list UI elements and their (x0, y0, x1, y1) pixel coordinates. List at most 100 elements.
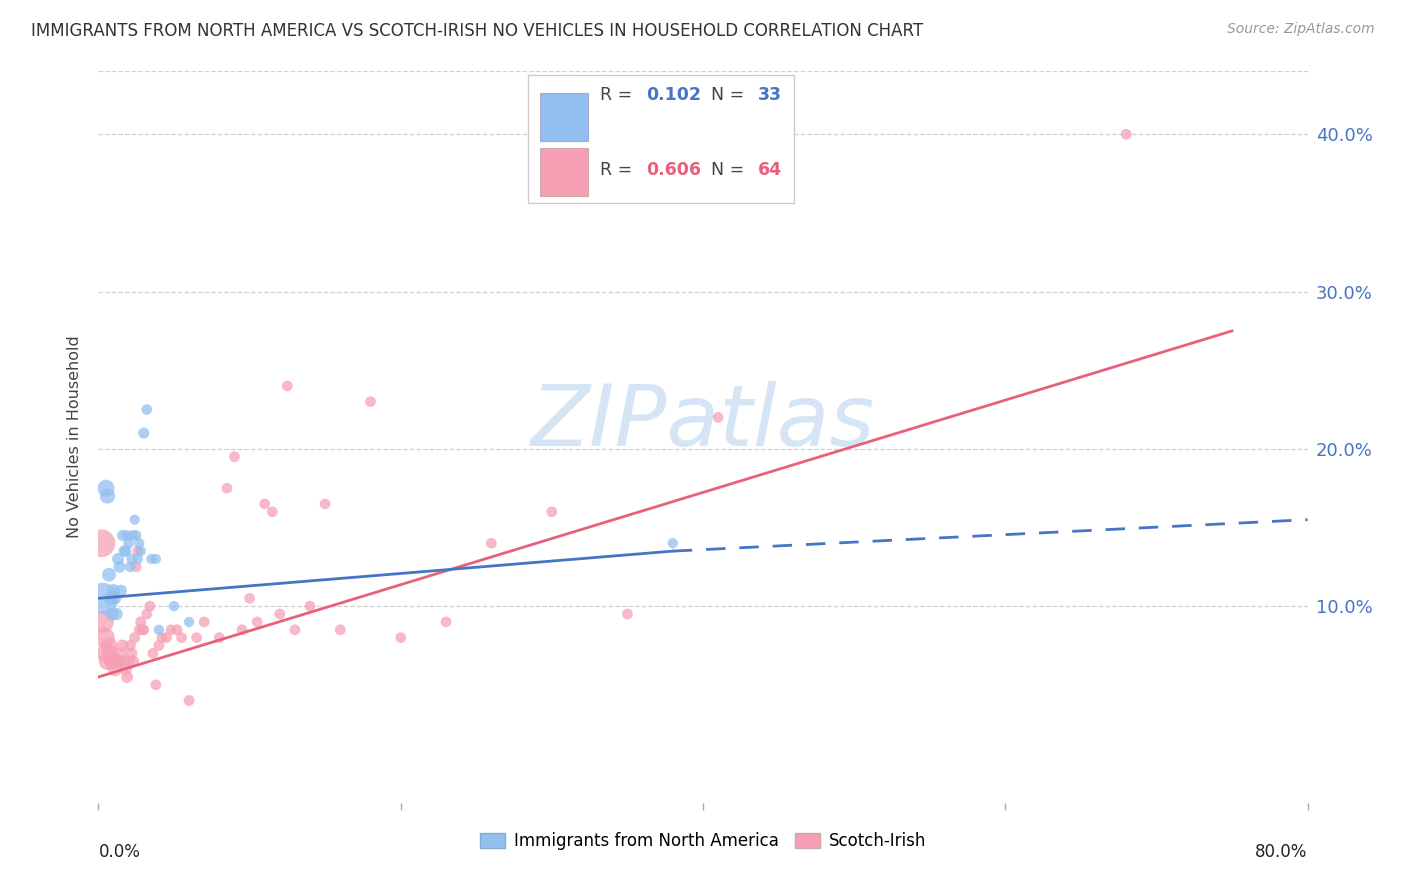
Text: 0.0%: 0.0% (98, 843, 141, 861)
Text: N =: N = (711, 161, 751, 179)
Point (231, 623, 253, 637)
Text: ZIPatlas: ZIPatlas (531, 381, 875, 464)
Point (141, 552, 163, 566)
Point (132, 426, 155, 441)
Point (111, 639, 134, 653)
Text: R =: R = (600, 161, 638, 179)
Point (118, 536, 141, 550)
Text: 80.0%: 80.0% (1256, 843, 1308, 861)
Point (93, 631, 115, 645)
Point (110, 646, 132, 660)
Point (269, 607, 291, 621)
Point (540, 505, 562, 519)
Point (94, 481, 117, 495)
Point (107, 654, 129, 668)
Point (166, 623, 188, 637)
Point (115, 528, 138, 542)
Point (208, 631, 231, 645)
Point (125, 528, 148, 542)
Legend: Immigrants from North America, Scotch-Irish: Immigrants from North America, Scotch-Ir… (474, 825, 932, 856)
Point (125, 559, 148, 574)
Point (98, 567, 121, 582)
Point (253, 497, 276, 511)
Point (135, 607, 157, 621)
Point (661, 536, 683, 550)
Point (100, 646, 122, 660)
Point (481, 536, 503, 550)
Text: 0.102: 0.102 (647, 86, 702, 103)
Point (111, 528, 134, 542)
Point (94, 646, 117, 660)
Text: Source: ZipAtlas.com: Source: ZipAtlas.com (1227, 22, 1375, 37)
Point (121, 646, 143, 660)
Point (91, 591, 114, 606)
Point (100, 591, 122, 606)
Y-axis label: No Vehicles in Household: No Vehicles in Household (67, 335, 83, 539)
Text: R =: R = (600, 86, 638, 103)
Point (112, 544, 135, 558)
Point (139, 599, 162, 614)
Point (148, 623, 170, 637)
Text: 64: 64 (758, 161, 782, 179)
Point (121, 552, 143, 566)
Point (170, 631, 193, 645)
Point (127, 544, 149, 558)
Point (108, 654, 131, 668)
Point (145, 552, 167, 566)
Point (239, 591, 262, 606)
Point (148, 639, 170, 653)
Point (246, 615, 269, 629)
Point (103, 583, 125, 598)
Text: N =: N = (711, 86, 751, 103)
Point (314, 497, 336, 511)
Point (101, 654, 124, 668)
Point (224, 450, 246, 464)
Point (707, 410, 730, 425)
Point (127, 552, 149, 566)
Point (128, 536, 150, 550)
Point (104, 662, 127, 676)
Point (120, 559, 142, 574)
Point (105, 607, 128, 621)
Point (96, 489, 118, 503)
FancyBboxPatch shape (540, 94, 588, 141)
Point (131, 623, 153, 637)
Point (124, 631, 146, 645)
Point (616, 607, 638, 621)
FancyBboxPatch shape (540, 148, 588, 195)
Point (101, 607, 124, 621)
Point (107, 552, 129, 566)
Point (108, 559, 131, 574)
Point (118, 654, 141, 668)
Point (142, 646, 165, 660)
Point (96, 654, 118, 668)
Point (299, 599, 322, 614)
Point (262, 505, 284, 519)
Point (135, 402, 157, 417)
Text: 33: 33 (758, 86, 782, 103)
FancyBboxPatch shape (527, 75, 793, 203)
Point (160, 623, 183, 637)
Point (284, 623, 307, 637)
Point (179, 693, 201, 707)
Text: 0.606: 0.606 (647, 161, 702, 179)
Point (103, 654, 125, 668)
Point (155, 631, 177, 645)
Point (124, 513, 146, 527)
Point (128, 623, 150, 637)
Point (193, 615, 215, 629)
Point (129, 544, 152, 558)
Point (90, 536, 112, 550)
Point (389, 631, 412, 645)
Point (112, 654, 135, 668)
Point (114, 544, 136, 558)
Point (186, 631, 208, 645)
Point (179, 615, 201, 629)
Point (1115, 128, 1137, 142)
Point (122, 528, 145, 542)
Text: IMMIGRANTS FROM NORTH AMERICA VS SCOTCH-IRISH NO VEHICLES IN HOUSEHOLD CORRELATI: IMMIGRANTS FROM NORTH AMERICA VS SCOTCH-… (31, 22, 924, 40)
Point (145, 678, 167, 692)
Point (276, 379, 298, 393)
Point (329, 623, 352, 637)
Point (120, 639, 142, 653)
